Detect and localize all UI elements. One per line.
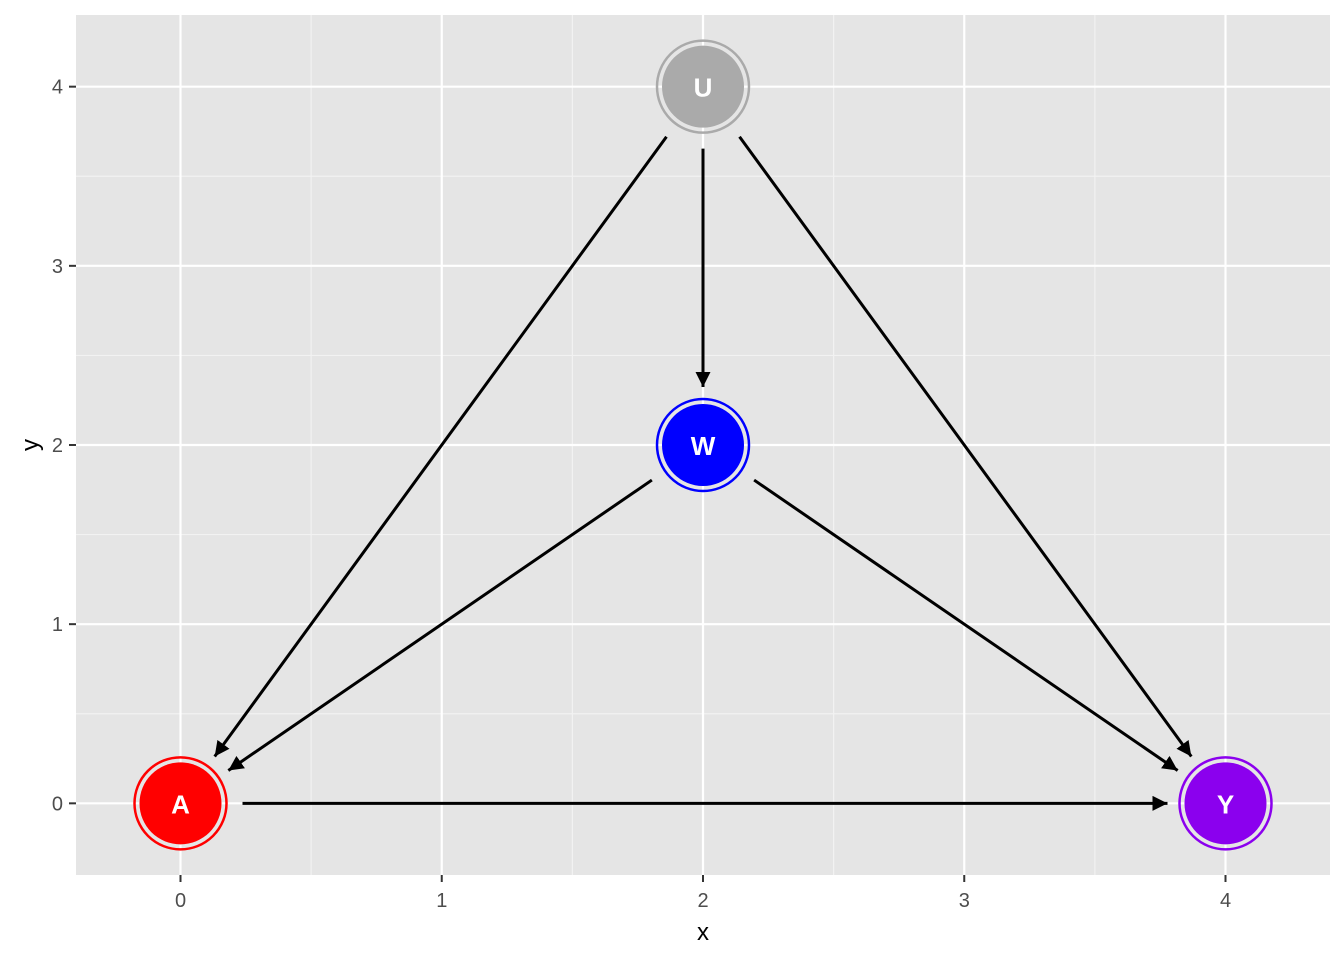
node-u: U (655, 39, 751, 134)
node-label: A (171, 789, 190, 819)
y-tick-label: 1 (52, 614, 63, 636)
node-label: U (694, 73, 713, 103)
x-tick-label: 0 (175, 890, 186, 912)
node-label: W (691, 431, 716, 461)
y-tick-label: 2 (52, 435, 63, 457)
node-ring (133, 756, 228, 851)
x-axis: 0 1 2 3 4 (175, 875, 1231, 912)
y-tick-label: 3 (52, 256, 63, 278)
node-circle (1184, 762, 1267, 845)
edge-w-to-a (227, 478, 653, 772)
edge-w-to-y (753, 478, 1179, 772)
node-ring (655, 39, 751, 134)
node-y: Y (1178, 756, 1273, 851)
x-axis-title: x (697, 919, 709, 946)
node-w: W (655, 397, 751, 493)
node-ring (1178, 756, 1273, 851)
edge-u-to-y (738, 135, 1193, 758)
x-tick-label: 1 (436, 890, 447, 912)
y-axis-title: y (17, 439, 44, 451)
x-tick-label: 4 (1220, 890, 1231, 912)
x-tick-label: 3 (959, 890, 970, 912)
y-axis: 0 1 2 3 4 (52, 77, 76, 815)
node-circle (139, 762, 222, 845)
node-ring (655, 397, 751, 493)
edge-u-to-a (213, 135, 668, 758)
nodes: U W A Y (133, 39, 1273, 851)
node-circle (662, 404, 744, 486)
y-tick-label: 0 (52, 793, 63, 815)
x-tick-label: 2 (697, 890, 708, 912)
y-tick-label: 4 (52, 77, 63, 99)
node-label: Y (1217, 789, 1234, 819)
node-a: A (133, 756, 228, 851)
node-circle (662, 45, 744, 128)
edges (213, 135, 1193, 811)
